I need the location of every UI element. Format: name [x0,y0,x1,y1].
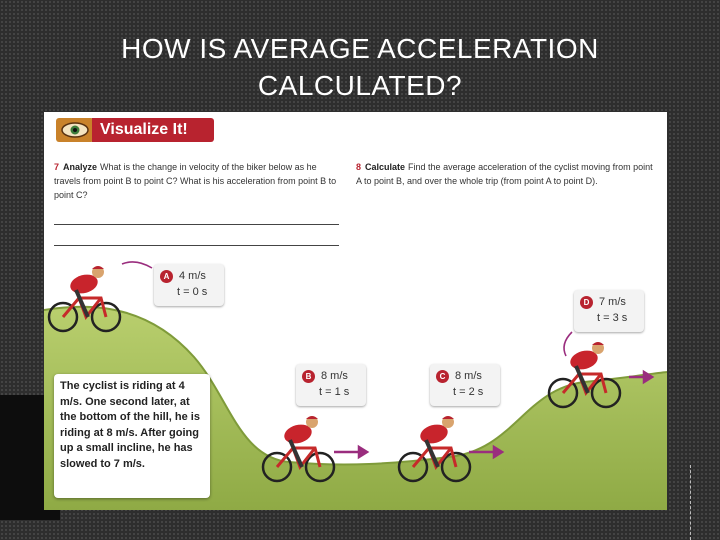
title-line-2: CALCULATED? [257,70,463,101]
cyclist-icon [547,342,622,409]
point-badge: A [160,269,173,283]
point-d-callout: D 7 m/s t = 3 s [574,290,644,332]
point-speed: 8 m/s [321,370,348,382]
point-badge: D [580,295,593,309]
banner-label: Visualize It! [92,118,214,142]
point-time: t = 0 s [177,286,208,298]
question-number: 8 [356,162,362,172]
answer-line[interactable] [54,245,339,246]
question-keyword: Calculate [365,162,406,172]
textbook-figure: Visualize It! 7 Analyze What is the change… [44,112,667,510]
visualize-it-banner: Visualize It! [56,118,214,142]
answer-line[interactable] [54,224,339,225]
question-keyword: Analyze [63,162,98,172]
question-number: 7 [54,162,60,172]
point-c-callout: C 8 m/s t = 2 s [430,364,500,406]
question-text: Find the average acceleration of the cyc… [356,162,653,186]
point-speed: 7 m/s [599,296,626,308]
title-line-1: HOW IS AVERAGE ACCELERATION [121,33,599,64]
point-a-callout: A 4 m/s t = 0 s [154,264,224,306]
cyclist-icon [47,266,122,333]
point-b-callout: B 8 m/s t = 1 s [296,364,366,406]
question-7: 7 Analyze What is the change in velocity o… [54,160,344,202]
point-badge: C [436,369,449,383]
arrow-icon [563,331,573,357]
point-speed: 4 m/s [179,270,206,282]
point-time: t = 3 s [597,312,628,324]
decorative-dashed-line [690,465,693,540]
cyclist-icon [397,416,472,483]
point-time: t = 2 s [453,386,484,398]
story-box: The cyclist is riding at 4 m/s. One seco… [54,374,210,498]
point-speed: 8 m/s [455,370,482,382]
point-badge: B [302,369,315,383]
question-8: 8 Calculate Find the average acceleration … [356,160,656,188]
slide-title: HOW IS AVERAGE ACCELERATION CALCULATED? [40,30,680,104]
eye-icon [56,118,94,142]
cyclist-icon [261,416,336,483]
arrow-icon [121,261,153,269]
question-text: What is the change in velocity of the bi… [54,162,337,200]
point-time: t = 1 s [319,386,350,398]
